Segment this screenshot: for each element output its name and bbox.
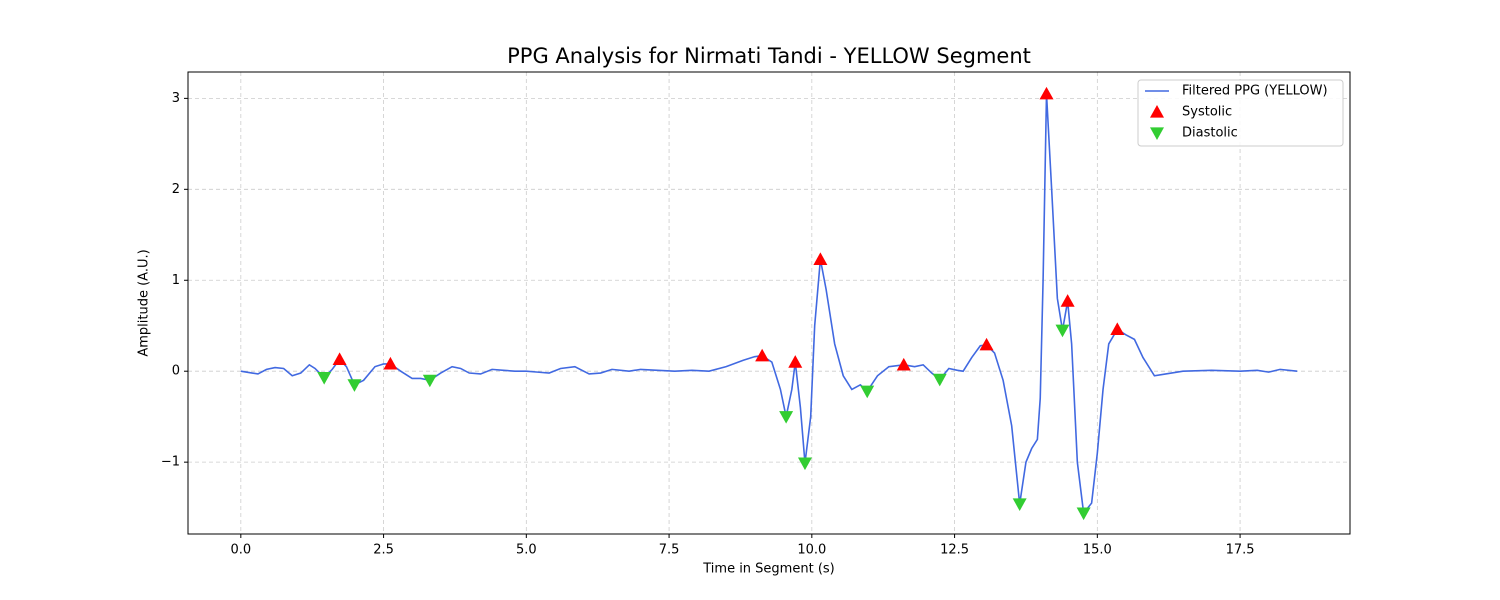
systolic-marker [383, 356, 398, 370]
diastolic-marker [860, 385, 875, 399]
systolic-marker [813, 252, 828, 265]
x-tick-label: 7.5 [659, 543, 680, 558]
diastolic-marker [422, 374, 437, 388]
y-tick-label: 0 [172, 364, 180, 379]
y-tick-label: 3 [172, 91, 180, 106]
legend-label: Diastolic [1182, 126, 1238, 141]
diastolic-marker [779, 411, 794, 424]
legend-marker [1150, 127, 1164, 140]
x-tick-label: 12.5 [940, 543, 969, 558]
x-tick-label: 17.5 [1226, 543, 1255, 558]
legend-label: Filtered PPG (YELLOW) [1182, 84, 1328, 99]
y-tick-label: 2 [172, 182, 180, 197]
systolic-marker [332, 352, 347, 365]
x-tick-label: 0.0 [230, 543, 251, 558]
y-tick-label: −1 [161, 455, 180, 470]
diastolic-marker [932, 373, 947, 387]
diastolic-marker [347, 379, 362, 392]
systolic-marker [1060, 294, 1075, 307]
chart-title: PPG Analysis for Nirmati Tandi - YELLOW … [507, 44, 1031, 68]
x-tick-label: 10.0 [797, 543, 826, 558]
y-axis-label: Amplitude (A.U.) [137, 249, 152, 356]
x-tick-label: 2.5 [373, 543, 394, 558]
diastolic-marker [1012, 498, 1027, 511]
systolic-marker [1039, 86, 1054, 100]
systolic-marker [755, 348, 770, 362]
x-axis-label: Time in Segment (s) [702, 562, 834, 577]
diastolic-marker [317, 371, 332, 385]
systolic-marker [896, 357, 911, 371]
diastolic-marker [797, 457, 812, 471]
legend-box [1137, 79, 1344, 147]
systolic-marker [1110, 322, 1125, 335]
diastolic-marker [1076, 507, 1091, 521]
x-tick-label: 5.0 [516, 543, 537, 558]
systolic-marker [788, 355, 803, 368]
plot-frame [187, 71, 1351, 535]
systolic-marker [979, 337, 994, 351]
y-tick-label: 1 [172, 273, 180, 288]
legend-marker [1150, 105, 1164, 118]
legend-label: Systolic [1182, 105, 1232, 120]
diastolic-marker [1055, 324, 1070, 338]
x-tick-label: 15.0 [1083, 543, 1112, 558]
